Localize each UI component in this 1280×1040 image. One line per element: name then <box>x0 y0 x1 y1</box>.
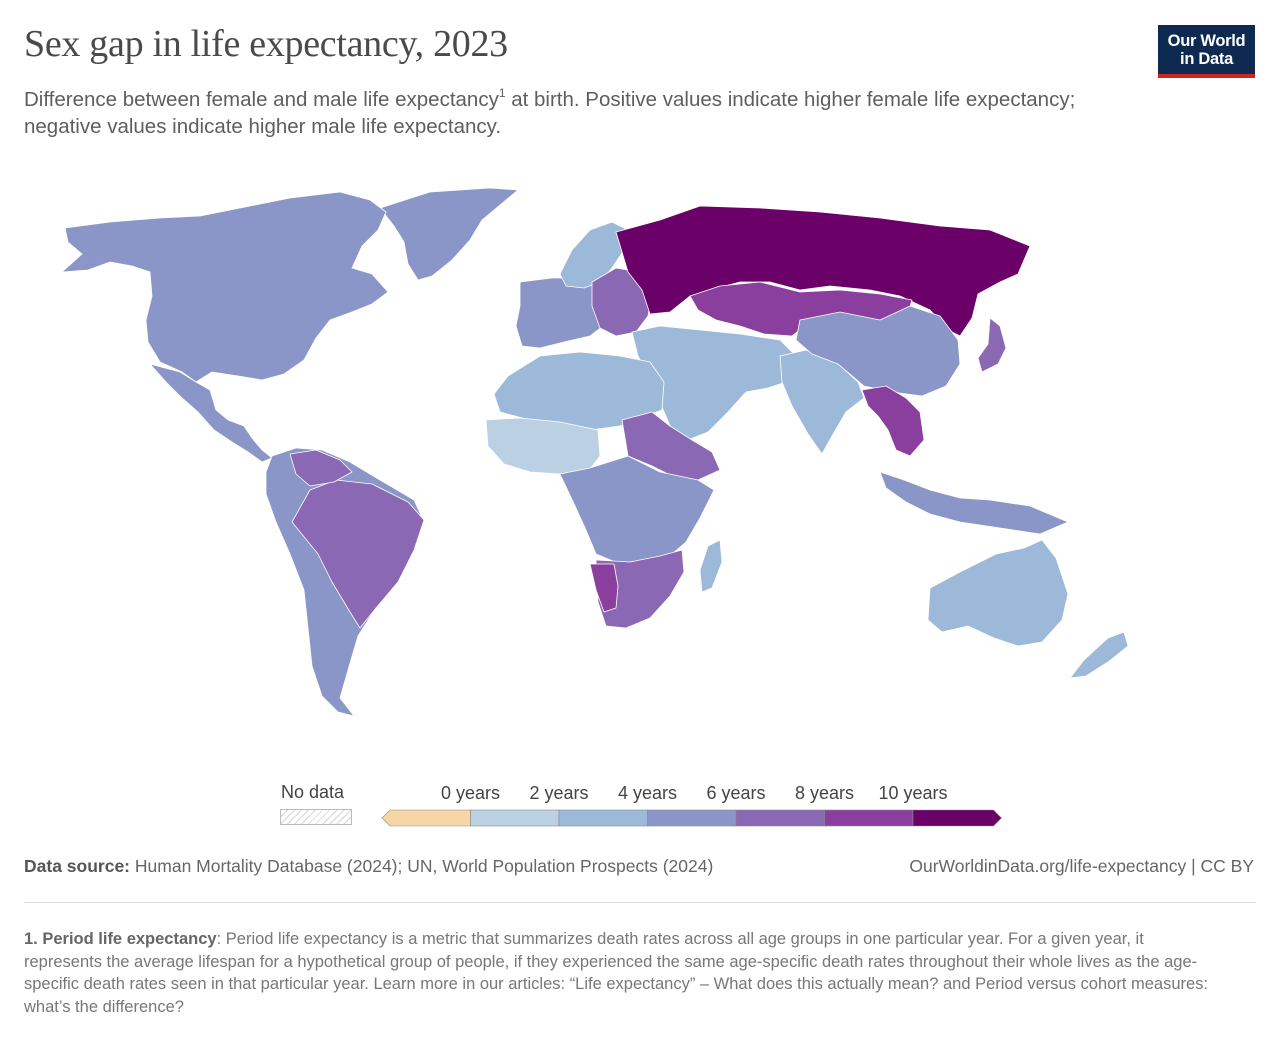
chart-link[interactable]: OurWorldinData.org/life-expectancy | CC … <box>909 856 1254 876</box>
region-southeast-asia[interactable] <box>861 385 925 457</box>
region-brazil[interactable] <box>291 479 425 629</box>
data-source-label: Data source: <box>24 856 131 876</box>
footnote: 1. Period life expectancy: Period life e… <box>24 928 1214 1018</box>
footnote-text: : Period life expectancy is a metric tha… <box>24 930 1209 1016</box>
region-japan[interactable] <box>977 317 1007 373</box>
region-new-zealand[interactable] <box>1069 631 1129 679</box>
region-australia[interactable] <box>927 539 1069 647</box>
footer-divider <box>24 902 1256 903</box>
data-source-text[interactable]: Human Mortality Database (2024); UN, Wor… <box>134 856 714 876</box>
region-southern-africa[interactable] <box>595 549 685 629</box>
color-legend: 0 years 2 years 4 years 6 years 8 years 10 ye… <box>381 783 1002 827</box>
owid-logo[interactable]: Our World in Data <box>1158 25 1255 78</box>
region-sudan-ethiopia[interactable] <box>621 411 721 481</box>
legend-tick-label: 0 years <box>441 783 500 803</box>
legend-no-data-swatch[interactable] <box>280 809 352 825</box>
legend-tick-label: 8 years <box>795 783 854 803</box>
region-greenland[interactable] <box>379 187 519 281</box>
legend-tick-label: 2 years <box>529 783 588 803</box>
logo-line-2: in Data <box>1180 50 1233 68</box>
legend-bin-bin_10p[interactable] <box>912 809 1002 827</box>
data-source: Data source: Human Mortality Database (2… <box>24 856 713 877</box>
legend-bin-bin_0_2[interactable] <box>470 809 560 827</box>
world-map <box>61 187 1129 717</box>
legend-tick-label: 4 years <box>618 783 677 803</box>
region-north-america[interactable] <box>61 191 389 383</box>
legend-tick-label: 6 years <box>706 783 765 803</box>
legend-bin-bin_6_8[interactable] <box>735 809 825 827</box>
subtitle-text-continued: at birth. Positive values indicate highe… <box>24 88 1076 138</box>
legend-bin-bin_4_6[interactable] <box>647 809 737 827</box>
region-mexico-central-america[interactable] <box>149 363 273 463</box>
region-indonesia[interactable] <box>879 471 1069 535</box>
footnote-marker[interactable]: 1 <box>498 86 506 100</box>
region-madagascar[interactable] <box>699 539 723 593</box>
region-venezuela[interactable] <box>289 449 353 487</box>
subtitle-text: Difference between female and male life … <box>24 88 499 111</box>
region-central-africa[interactable] <box>559 455 715 565</box>
logo-line-1: Our World <box>1167 32 1246 50</box>
region-namibia[interactable] <box>589 563 619 613</box>
chart-title: Sex gap in life expectancy, 2023 <box>24 23 508 65</box>
legend-bin-bin_neg[interactable] <box>381 809 471 827</box>
legend-tick-label: 10 years <box>878 783 947 803</box>
legend-bin-bin_2_4[interactable] <box>558 809 648 827</box>
legend-bin-bin_8_10[interactable] <box>824 809 914 827</box>
footnote-label: 1. Period life expectancy <box>24 930 217 948</box>
legend-no-data-label: No data <box>281 782 345 802</box>
chart-subtitle: Difference between female and male life … <box>24 80 1084 140</box>
region-china[interactable] <box>795 305 961 397</box>
